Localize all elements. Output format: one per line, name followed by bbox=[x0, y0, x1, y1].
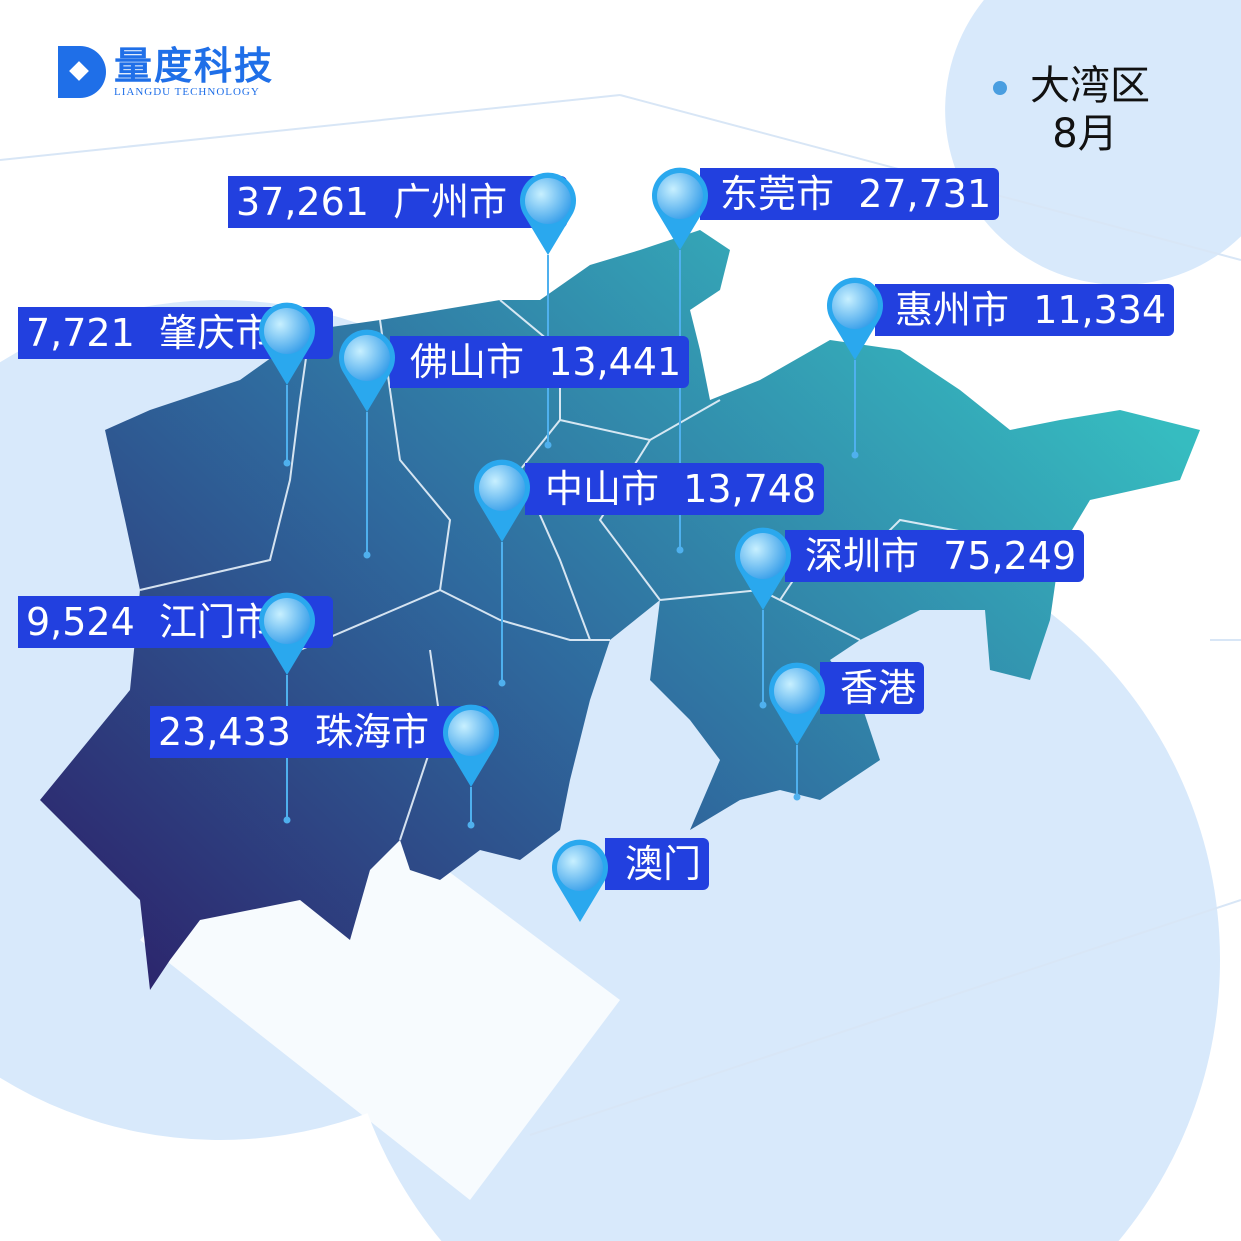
logo-title: 量度科技 bbox=[114, 44, 275, 88]
city-label: 中山市 13,748 bbox=[525, 463, 825, 515]
city-label: 惠州市 11,334 bbox=[875, 284, 1175, 336]
city-name: 珠海市 bbox=[315, 710, 430, 754]
logo: 量度科技 LIANGDU TECHNOLOGY bbox=[58, 46, 274, 98]
city-label: 7,721 肇庆市 bbox=[18, 307, 333, 359]
map-greater-bay-area bbox=[40, 230, 1200, 990]
city-name: 惠州市 bbox=[895, 288, 1010, 332]
city-label: 37,261 广州市 bbox=[228, 176, 568, 228]
map-pin-icon bbox=[259, 302, 315, 467]
city-name: 江门市 bbox=[158, 600, 273, 644]
city-label: 23,433 珠海市 bbox=[150, 706, 490, 758]
city-name: 东莞市 bbox=[720, 172, 835, 216]
city-label: 澳门 bbox=[605, 838, 710, 890]
map-pin-icon bbox=[443, 704, 499, 829]
city-value: 13,748 bbox=[683, 467, 817, 511]
city-name: 香港 bbox=[840, 666, 917, 710]
city-name: 广州市 bbox=[393, 180, 508, 224]
city-value: 27,731 bbox=[858, 172, 992, 216]
city-value: 11,334 bbox=[1033, 288, 1167, 332]
map-pin-icon bbox=[552, 839, 608, 922]
map-pin-icon bbox=[520, 172, 576, 449]
map-pin-icon bbox=[474, 459, 530, 687]
city-value: 37,261 bbox=[236, 180, 369, 224]
city-label: 香港 bbox=[820, 662, 925, 714]
legend-dot-icon bbox=[993, 81, 1007, 95]
city-name: 深圳市 bbox=[805, 534, 920, 578]
city-label: 佛山市 13,441 bbox=[390, 336, 690, 388]
logo-mark-icon bbox=[58, 46, 106, 98]
logo-subtitle: LIANGDU TECHNOLOGY bbox=[114, 86, 260, 98]
legend: 大湾区 8月 bbox=[990, 62, 1150, 158]
city-value: 13,441 bbox=[548, 340, 682, 384]
city-label: 东莞市 27,731 bbox=[700, 168, 1000, 220]
city-name: 澳门 bbox=[625, 842, 702, 886]
city-label: 深圳市 75,249 bbox=[785, 530, 1085, 582]
city-value: 9,524 bbox=[26, 600, 135, 644]
map-pin-icon bbox=[735, 527, 791, 709]
map-pin-icon bbox=[339, 329, 395, 559]
city-name: 佛山市 bbox=[410, 340, 525, 384]
legend-region: 大湾区 bbox=[1030, 63, 1150, 109]
legend-month: 8月 bbox=[1052, 111, 1118, 157]
city-value: 75,249 bbox=[943, 534, 1077, 578]
city-name: 肇庆市 bbox=[158, 311, 273, 355]
map-pin-icon bbox=[652, 167, 708, 554]
city-name: 中山市 bbox=[545, 467, 660, 511]
map-pin-icon bbox=[827, 277, 883, 459]
city-value: 7,721 bbox=[26, 311, 135, 355]
bg-circle-top-right bbox=[945, 0, 1241, 285]
city-value: 23,433 bbox=[158, 710, 291, 754]
map-pin-icon bbox=[769, 662, 825, 801]
